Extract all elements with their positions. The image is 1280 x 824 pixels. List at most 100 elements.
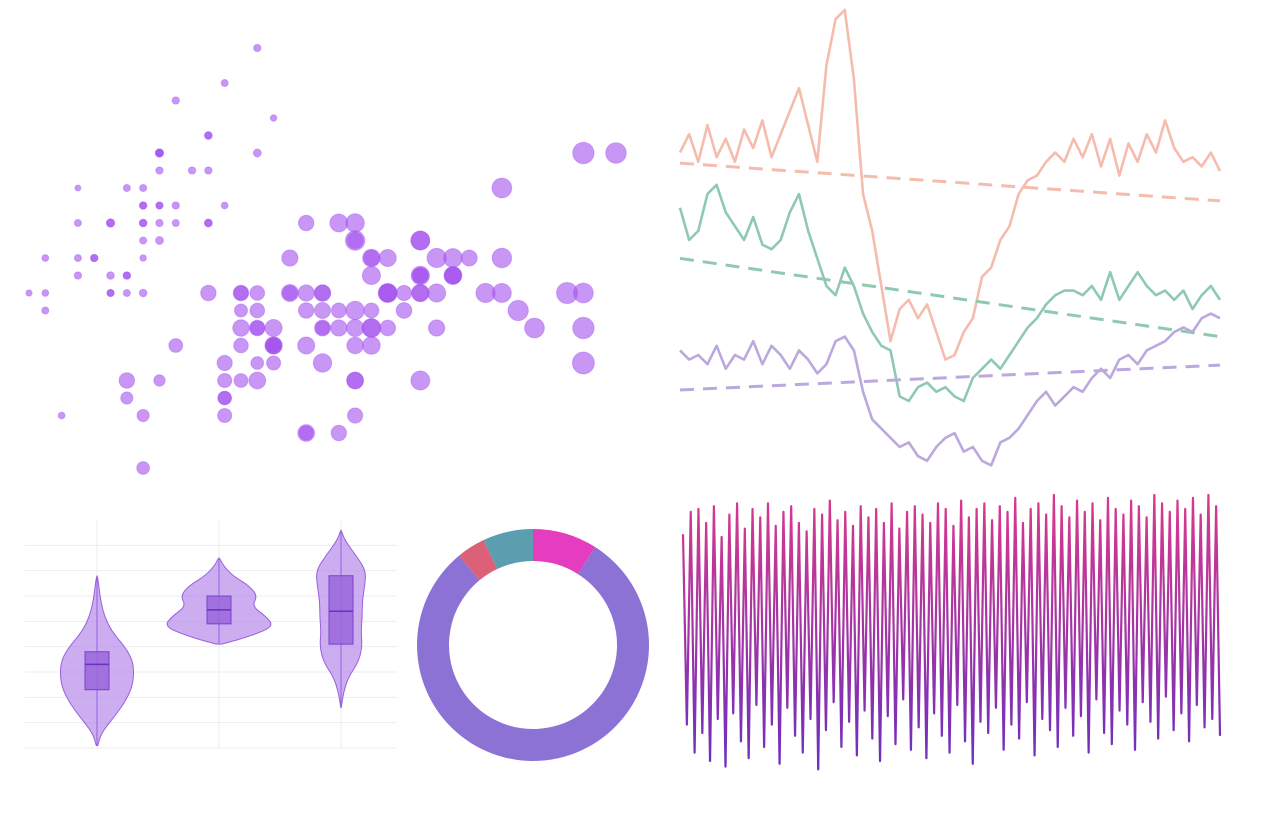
line xyxy=(678,183,1222,403)
box xyxy=(328,575,354,645)
bubble xyxy=(410,265,431,286)
bubble xyxy=(73,271,83,280)
bubble xyxy=(264,318,283,338)
bubble xyxy=(314,302,331,319)
bubble xyxy=(410,370,431,391)
bubble xyxy=(204,218,213,228)
bubble xyxy=(313,284,332,302)
bubble xyxy=(443,266,462,285)
bubble xyxy=(524,317,545,339)
bubble xyxy=(395,284,413,302)
bubble xyxy=(216,354,233,372)
donut-segment xyxy=(533,529,596,575)
bubble xyxy=(155,218,164,228)
bubble xyxy=(139,183,148,193)
donut-segment xyxy=(459,540,498,581)
bubble xyxy=(89,253,99,263)
bubble xyxy=(233,337,249,354)
bubble xyxy=(106,288,115,298)
bubble xyxy=(378,283,397,303)
bubble xyxy=(105,218,116,228)
bubble xyxy=(57,411,66,420)
bubble xyxy=(120,391,134,405)
bubble xyxy=(346,336,364,355)
bubble xyxy=(233,285,249,301)
donut-segment xyxy=(483,529,533,569)
bubble xyxy=(204,166,213,175)
bubble xyxy=(329,213,349,233)
bubble xyxy=(347,407,364,424)
bubble xyxy=(460,249,478,267)
bubble xyxy=(410,230,431,251)
bubble xyxy=(154,236,164,245)
bubble xyxy=(252,148,262,158)
trend-line xyxy=(679,161,1221,203)
line xyxy=(679,312,1221,467)
bubble xyxy=(249,302,266,319)
bubble xyxy=(280,283,299,303)
bubble xyxy=(361,318,382,338)
trend-line xyxy=(679,363,1221,392)
bubble xyxy=(266,355,282,371)
bubble xyxy=(138,218,148,228)
bubble xyxy=(314,319,331,337)
bubble xyxy=(217,390,232,406)
bubble xyxy=(297,284,315,302)
bubble xyxy=(232,319,250,337)
bubble xyxy=(155,148,164,158)
bubble xyxy=(106,271,115,280)
bubble xyxy=(138,201,148,210)
bubble xyxy=(346,371,365,390)
bubble xyxy=(297,336,316,355)
trend-line xyxy=(679,256,1221,339)
bubble xyxy=(330,424,348,442)
bubble xyxy=(297,302,315,319)
bubble xyxy=(346,318,365,338)
bubble xyxy=(345,300,365,321)
bubble xyxy=(73,253,82,263)
bubble xyxy=(297,424,316,442)
bubble xyxy=(73,218,82,228)
bubble xyxy=(171,96,180,105)
bubble xyxy=(136,408,150,423)
bubble xyxy=(281,249,299,267)
line xyxy=(681,493,1222,771)
bubble xyxy=(139,236,148,245)
bubble xyxy=(253,43,262,53)
bubble xyxy=(171,218,180,228)
bubble xyxy=(330,319,348,337)
bubble xyxy=(220,78,229,88)
bubble xyxy=(330,302,347,319)
bubble xyxy=(312,353,333,373)
bubble xyxy=(118,372,136,389)
bubble xyxy=(138,288,148,298)
bubble xyxy=(264,336,283,355)
bubble xyxy=(155,166,164,175)
line xyxy=(678,8,1222,361)
donut-segment xyxy=(417,547,650,761)
bubble xyxy=(136,461,151,475)
bubble xyxy=(204,131,213,140)
bubble xyxy=(41,289,50,297)
bubble xyxy=(345,213,365,233)
bubble xyxy=(361,265,381,286)
bubble xyxy=(187,166,197,175)
bubble xyxy=(379,319,397,337)
bubble xyxy=(171,201,180,210)
bubble xyxy=(250,356,265,370)
bubble xyxy=(426,247,447,269)
bubble xyxy=(233,303,248,318)
bubble xyxy=(153,374,166,387)
bubble xyxy=(25,289,33,297)
bubble xyxy=(363,302,380,319)
bubble xyxy=(362,248,381,268)
bubble xyxy=(41,306,50,315)
bubble xyxy=(395,302,413,319)
bubble xyxy=(297,214,315,232)
bubble xyxy=(411,283,430,303)
bubble xyxy=(428,319,446,337)
bubble xyxy=(248,371,267,390)
bubble xyxy=(427,283,447,303)
bubble xyxy=(41,254,50,262)
